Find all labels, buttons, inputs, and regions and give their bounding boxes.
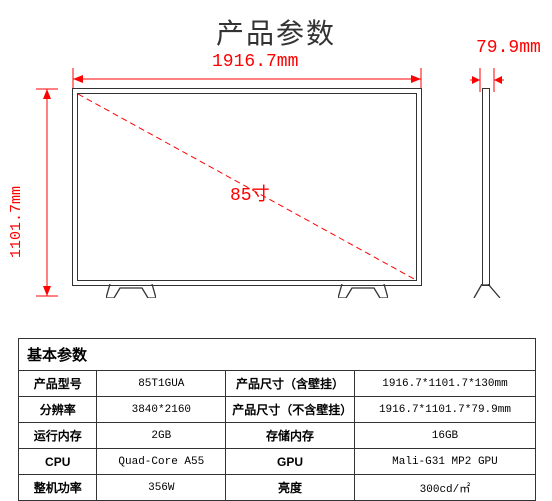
spec-value: Mali-G31 MP2 GPU xyxy=(354,449,535,475)
tv-leg-left xyxy=(106,284,156,298)
spec-value: 16GB xyxy=(354,423,535,449)
dimension-depth-label: 79.9mm xyxy=(476,38,541,58)
spec-table-header: 基本参数 xyxy=(19,339,536,371)
table-row: 产品型号 85T1GUA 产品尺寸（含壁挂） 1916.7*1101.7*130… xyxy=(19,371,536,397)
tv-side-view xyxy=(478,88,496,296)
page-title: 产品参数 xyxy=(0,0,552,52)
spec-key: 分辨率 xyxy=(19,397,97,423)
table-row: CPU Quad-Core A55 GPU Mali-G31 MP2 GPU xyxy=(19,449,536,475)
tv-leg-right xyxy=(338,284,388,298)
tv-side-body xyxy=(482,88,490,286)
spec-key: CPU xyxy=(19,449,97,475)
product-diagram: 1916.7mm 79.9mm 1101.7mm xyxy=(0,52,552,332)
tv-front-view: 85寸 xyxy=(72,88,422,296)
dimension-width-label: 1916.7mm xyxy=(212,52,298,72)
spec-key: 运行内存 xyxy=(19,423,97,449)
spec-table-header-row: 基本参数 xyxy=(19,339,536,371)
spec-value: 1916.7*1101.7*79.9mm xyxy=(354,397,535,423)
spec-key: 整机功率 xyxy=(19,475,97,501)
spec-table: 基本参数 产品型号 85T1GUA 产品尺寸（含壁挂） 1916.7*1101.… xyxy=(18,338,536,501)
spec-value: 1916.7*1101.7*130mm xyxy=(354,371,535,397)
table-row: 分辨率 3840*2160 产品尺寸（不含壁挂） 1916.7*1101.7*7… xyxy=(19,397,536,423)
spec-value: Quad-Core A55 xyxy=(97,449,226,475)
spec-key: 产品尺寸（含壁挂） xyxy=(226,371,355,397)
tv-side-leg xyxy=(472,284,502,298)
table-row: 运行内存 2GB 存储内存 16GB xyxy=(19,423,536,449)
spec-value: 356W xyxy=(97,475,226,501)
spec-key: 产品尺寸（不含壁挂） xyxy=(226,397,355,423)
table-row: 整机功率 356W 亮度 300cd/㎡ xyxy=(19,475,536,501)
spec-value: 2GB xyxy=(97,423,226,449)
spec-value: 85T1GUA xyxy=(97,371,226,397)
diagonal-size-label: 85寸 xyxy=(230,180,270,206)
spec-key: GPU xyxy=(226,449,355,475)
spec-key: 产品型号 xyxy=(19,371,97,397)
spec-key: 亮度 xyxy=(226,475,355,501)
dimension-height-label: 1101.7mm xyxy=(8,186,25,258)
spec-value: 3840*2160 xyxy=(97,397,226,423)
spec-key: 存储内存 xyxy=(226,423,355,449)
spec-value: 300cd/㎡ xyxy=(354,475,535,501)
